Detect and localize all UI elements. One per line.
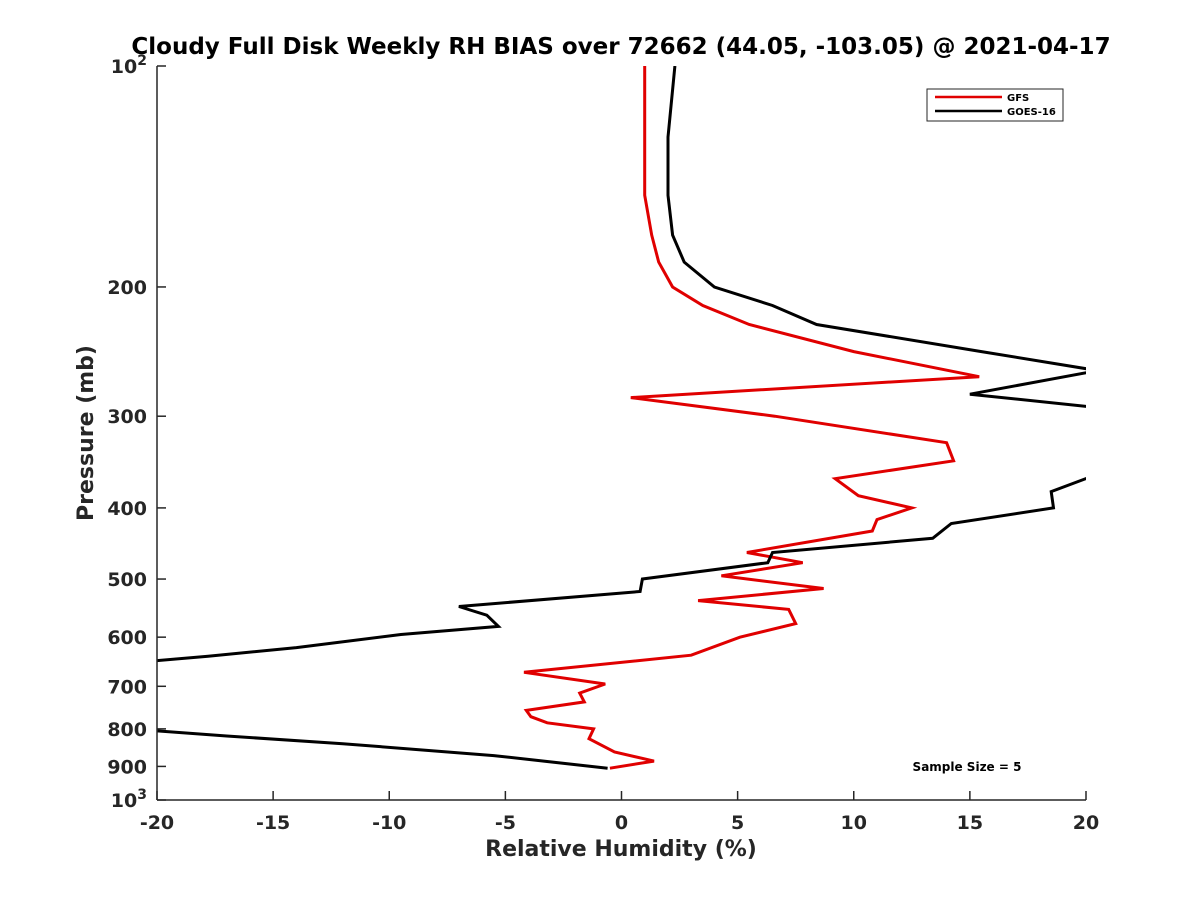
series-line-goes-16 xyxy=(157,66,1086,770)
x-tick-label: -20 xyxy=(140,812,174,834)
series-line-gfs xyxy=(523,66,980,770)
sample-size-annotation: Sample Size = 5 xyxy=(913,760,1022,774)
series-layer xyxy=(157,66,1086,770)
x-tick-label: 20 xyxy=(1073,812,1099,834)
x-axis-label: Relative Humidity (%) xyxy=(485,837,757,862)
legend-box xyxy=(926,88,1064,122)
y-tick-label: 300 xyxy=(107,406,147,428)
y-ticks: 102 200 300 400 500 600 700 800 900 103 xyxy=(107,53,166,812)
y-tick-label: 400 xyxy=(107,498,147,520)
legend: GFS GOES-16 xyxy=(926,88,1064,122)
y-tick-label: 102 xyxy=(111,53,147,78)
x-tick-label: -5 xyxy=(495,812,516,834)
x-tick-label: 0 xyxy=(615,812,628,834)
plot-area xyxy=(157,66,1086,800)
x-tick-label: 10 xyxy=(841,812,867,834)
y-tick-label: 900 xyxy=(107,756,147,778)
y-tick-label: 700 xyxy=(107,676,147,698)
x-tick-label: 15 xyxy=(957,812,983,834)
legend-label-gfs: GFS xyxy=(1007,93,1029,104)
y-tick-label: 800 xyxy=(107,719,147,741)
y-axis-label: Pressure (mb) xyxy=(74,345,99,521)
y-tick-label: 600 xyxy=(107,627,147,649)
x-tick-label: -10 xyxy=(372,812,406,834)
y-tick-label: 103 xyxy=(111,787,147,812)
y-tick-label: 500 xyxy=(107,569,147,591)
y-tick-label: 200 xyxy=(107,277,147,299)
x-tick-label: 5 xyxy=(731,812,744,834)
legend-label-goes-16: GOES-16 xyxy=(1007,107,1056,118)
x-ticks: -20 -15 -10 -5 0 5 10 15 20 xyxy=(140,791,1099,834)
chart-title: Cloudy Full Disk Weekly RH BIAS over 726… xyxy=(131,34,1110,60)
x-tick-label: -15 xyxy=(256,812,290,834)
